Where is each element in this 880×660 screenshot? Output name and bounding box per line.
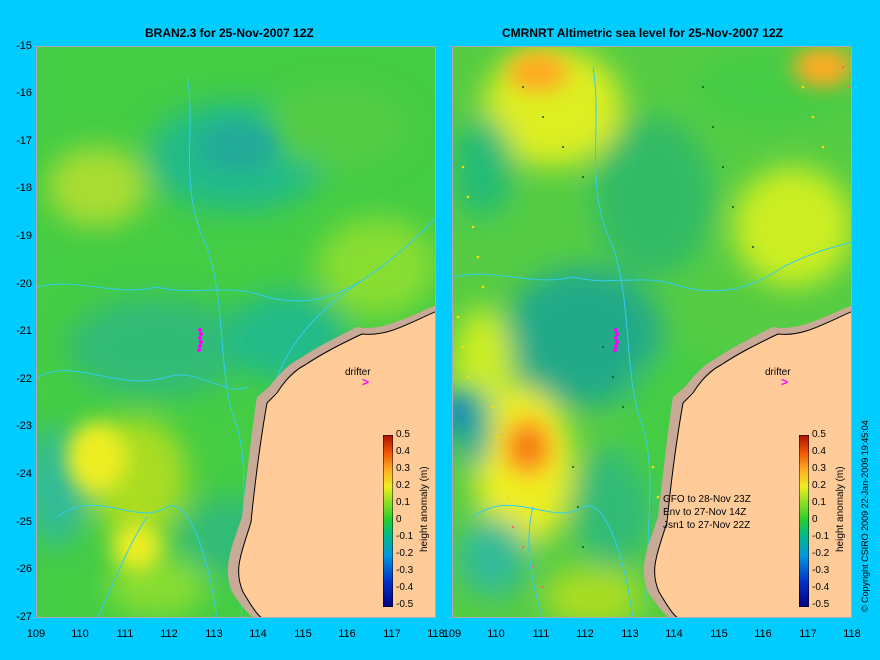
right-panel-title: CMRNRT Altimetric sea level for 25-Nov-2… [502, 26, 783, 40]
left-colorbar [383, 435, 393, 607]
left-panel-title: BRAN2.3 for 25-Nov-2007 12Z [145, 26, 314, 40]
right-colorbar-label: height anomaly (m) [835, 466, 846, 552]
left-map-panel[interactable]: drifter > 0.5 0.4 0.3 0.2 0.1 0 -0.1 -0.… [36, 46, 436, 618]
copyright-text: © Copyright CSIRO 2009 22-Jan-2009 19:45… [860, 420, 870, 612]
left-colorbar-label: height anomaly (m) [419, 466, 430, 552]
left-drifter-marker: > [362, 375, 370, 389]
right-drifter-label: drifter [765, 367, 791, 378]
left-drifter-label: drifter [345, 367, 371, 378]
right-colorbar [799, 435, 809, 607]
left-map-svg [37, 47, 435, 617]
right-map-svg [453, 47, 851, 617]
right-drifter-marker: > [781, 375, 789, 389]
right-map-panel[interactable]: drifter > GFO to 28-Nov 23Z Env to 27-No… [452, 46, 852, 618]
